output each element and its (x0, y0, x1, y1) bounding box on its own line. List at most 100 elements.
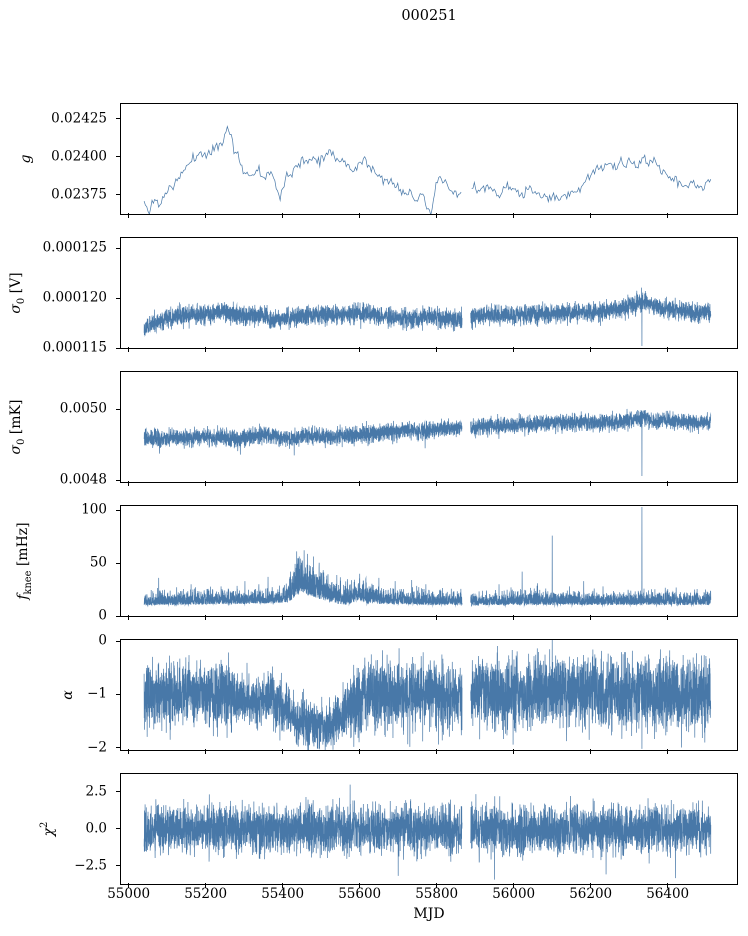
x-tick-mark (436, 883, 438, 888)
x-tick-mark (667, 883, 669, 888)
x-tick-mark (667, 213, 669, 218)
y-tick-label: 100 (81, 501, 107, 518)
y-tick-mark (116, 640, 120, 642)
x-tick-mark (436, 213, 438, 218)
x-tick-mark (359, 883, 361, 888)
y-tick-label: 2.5 (85, 783, 107, 800)
x-tick-mark (128, 213, 130, 218)
x-tick-mark (436, 615, 438, 620)
y-tick-mark (116, 156, 120, 158)
y-axis-label-sigma0-mK: σ0 [mK] (8, 399, 27, 455)
x-tick-mark (590, 213, 592, 218)
x-tick-mark (205, 615, 207, 620)
subplot-sigma0-V (116, 237, 738, 352)
y-tick-label: 0.0050 (59, 400, 107, 417)
y-tick-label: 0.02400 (51, 147, 107, 164)
x-tick-mark (205, 481, 207, 486)
x-tick-label: 56400 (646, 886, 690, 902)
x-tick-label: 55400 (261, 886, 305, 902)
x-tick-mark (436, 481, 438, 486)
x-tick-mark (590, 347, 592, 352)
subplot-sigma0-mK (116, 371, 738, 486)
x-tick-mark (590, 481, 592, 486)
series-canvas-sigma0-V (121, 238, 737, 348)
x-tick-mark (359, 615, 361, 620)
y-axis-label-alpha: α (60, 690, 76, 700)
x-tick-mark (282, 347, 284, 352)
subplot-chi2 (116, 773, 738, 888)
x-tick-mark (128, 883, 130, 888)
x-tick-mark (359, 749, 361, 754)
x-tick-mark (667, 615, 669, 620)
series-canvas-chi2 (121, 774, 737, 884)
x-tick-mark (359, 347, 361, 352)
subplot-alpha (116, 639, 738, 754)
x-tick-mark (590, 615, 592, 620)
x-tick-mark (282, 749, 284, 754)
y-axis-label-sigma0-V: σ0 [V] (8, 272, 27, 314)
x-tick-mark (282, 481, 284, 486)
y-tick-mark (116, 791, 120, 793)
x-tick-label: 55800 (415, 886, 459, 902)
x-tick-label: 55600 (338, 886, 382, 902)
series-canvas-sigma0-mK (121, 372, 737, 482)
x-tick-mark (513, 883, 515, 888)
x-tick-mark (513, 615, 515, 620)
y-tick-label: 0.000125 (42, 239, 107, 256)
x-tick-label: 55200 (184, 886, 228, 902)
y-tick-label: 0.000115 (42, 339, 107, 356)
y-tick-mark (116, 747, 120, 749)
x-tick-mark (513, 347, 515, 352)
y-tick-label: −1 (87, 685, 107, 702)
x-tick-mark (282, 213, 284, 218)
x-axis-label: MJD (413, 906, 445, 922)
x-tick-mark (128, 347, 130, 352)
x-tick-mark (513, 481, 515, 486)
y-axis-label-g: g (18, 154, 34, 164)
x-tick-mark (667, 347, 669, 352)
x-tick-mark (282, 883, 284, 888)
x-tick-mark (359, 213, 361, 218)
y-tick-label: 0.02425 (51, 109, 107, 126)
x-tick-label: 56200 (569, 886, 613, 902)
y-tick-mark (116, 247, 120, 249)
y-tick-label: 0 (98, 607, 107, 624)
subplot-fknee (116, 505, 738, 620)
y-tick-label: 50 (89, 554, 107, 571)
x-tick-mark (359, 481, 361, 486)
y-tick-mark (116, 347, 120, 349)
series-canvas-g (121, 104, 737, 214)
x-tick-mark (205, 347, 207, 352)
series-canvas-fknee (121, 506, 737, 616)
x-tick-mark (128, 481, 130, 486)
y-tick-mark (116, 509, 120, 511)
x-tick-mark (436, 749, 438, 754)
y-tick-mark (116, 408, 120, 410)
x-tick-mark (590, 883, 592, 888)
x-tick-mark (282, 615, 284, 620)
x-tick-mark (128, 615, 130, 620)
y-tick-label: 0.0 (85, 820, 107, 837)
y-tick-label: 0.0048 (59, 471, 107, 488)
y-tick-mark (116, 562, 120, 564)
y-tick-mark (116, 194, 120, 196)
y-axis-label-chi2: χ2 (39, 821, 57, 837)
series-canvas-alpha (121, 640, 737, 750)
y-tick-label: 0.000120 (42, 289, 107, 306)
x-tick-mark (128, 749, 130, 754)
x-tick-label: 55000 (107, 886, 151, 902)
subplot-g (116, 103, 738, 218)
y-tick-mark (116, 693, 120, 695)
x-tick-label: 56000 (492, 886, 536, 902)
y-tick-label: −2.5 (74, 856, 107, 873)
x-tick-mark (590, 749, 592, 754)
y-tick-mark (116, 828, 120, 830)
y-tick-label: 0.02375 (51, 185, 107, 202)
x-tick-mark (513, 749, 515, 754)
y-tick-label: −2 (87, 739, 107, 756)
y-axis-label-fknee: fknee [mHz] (15, 522, 34, 600)
x-tick-mark (436, 347, 438, 352)
y-tick-mark (116, 118, 120, 120)
y-tick-label: 0 (98, 632, 107, 649)
